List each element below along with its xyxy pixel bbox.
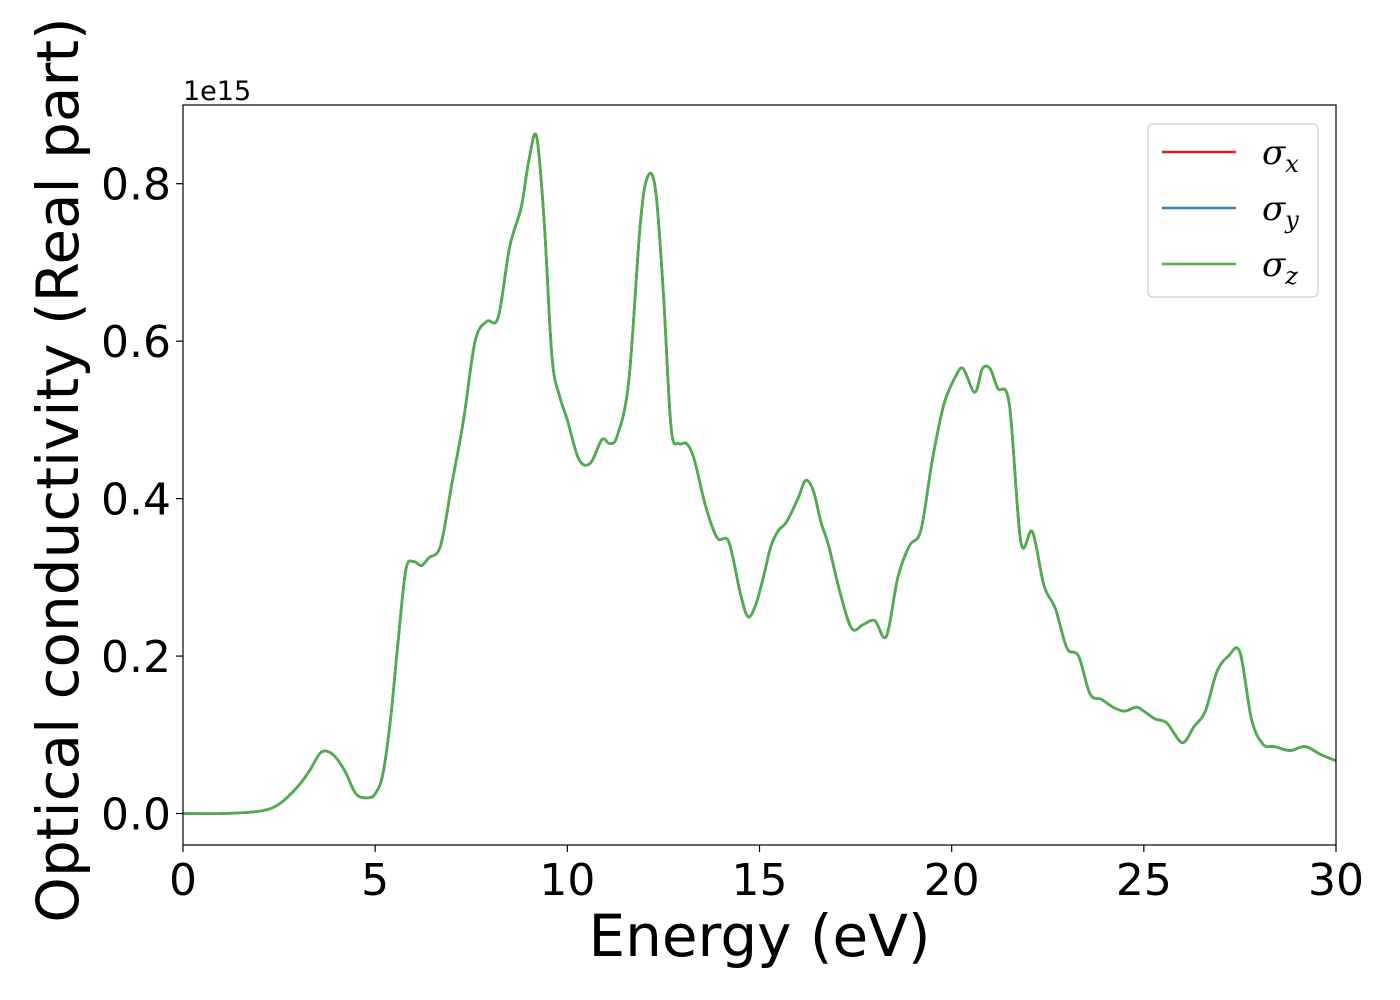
- legend-label-base: σ: [1262, 245, 1286, 285]
- x-tick-label: 15: [732, 855, 788, 906]
- y-axis-offset-label: 1e15: [183, 76, 251, 107]
- y-tick-label: 0.6: [101, 317, 171, 368]
- plot-area: [183, 132, 1336, 815]
- legend-label-sigma-z: σz: [1262, 245, 1298, 290]
- y-tick-label: 0.8: [101, 160, 171, 211]
- y-axis-ticks: 0.0 0.2 0.4 0.6 0.8: [101, 160, 183, 841]
- x-axis-ticks: 0 5 10 15 20 25 30: [169, 845, 1364, 906]
- legend-box: [1147, 123, 1319, 298]
- legend-label-sigma-y: σy: [1262, 189, 1299, 234]
- legend-label-sigma-x: σx: [1262, 133, 1299, 178]
- series-line-sigma-z: [183, 132, 1336, 815]
- legend-label-subscript: z: [1284, 262, 1298, 290]
- x-tick-label: 0: [169, 855, 197, 906]
- legend-label-subscript: x: [1285, 150, 1299, 178]
- x-tick-label: 10: [539, 855, 595, 906]
- x-axis-title: Energy (eV): [588, 902, 930, 970]
- y-tick-label: 0.2: [101, 632, 171, 683]
- x-tick-label: 20: [924, 855, 980, 906]
- y-tick-label: 0.4: [101, 475, 171, 526]
- y-axis-title: Optical conductivity (Real part): [24, 17, 92, 922]
- x-tick-label: 25: [1116, 855, 1172, 906]
- y-tick-label: 0.0: [101, 790, 171, 841]
- legend-label-subscript: y: [1284, 206, 1299, 234]
- x-tick-label: 30: [1308, 855, 1364, 906]
- legend-label-base: σ: [1262, 133, 1286, 173]
- legend-label-base: σ: [1262, 189, 1286, 229]
- x-tick-label: 5: [361, 855, 389, 906]
